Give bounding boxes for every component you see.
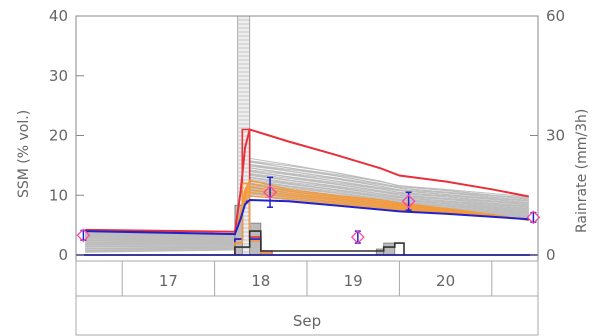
- y-tick-label: 20: [49, 127, 68, 145]
- y2-tick-label: 0: [546, 246, 556, 264]
- y2-tick-label: 30: [546, 127, 565, 145]
- y-axis-title: SSM (% vol.): [16, 110, 32, 198]
- obs-diamond: [401, 194, 416, 209]
- obs-diamond: [263, 185, 277, 200]
- ssm-series: [76, 128, 538, 256]
- obs-diamond: [526, 210, 541, 225]
- x-day-label: 17: [159, 272, 178, 290]
- y-tick-label: 10: [49, 186, 68, 204]
- red-ssm-line: [85, 128, 529, 233]
- ensemble-members: [85, 157, 529, 253]
- x-day-label: 20: [436, 272, 455, 290]
- x-day-label: 18: [251, 272, 270, 290]
- x-day-label: 19: [344, 272, 363, 290]
- axes: 0 10 20 30 40 0 30 60 17 18 19 20: [49, 7, 565, 336]
- plot-frame: [75, 15, 539, 262]
- axis-labels: SSM (% vol.) Rainrate (mm/3h) Sep: [16, 109, 590, 330]
- y-tick-label: 30: [49, 67, 68, 85]
- y-tick-label: 40: [49, 7, 68, 25]
- obs-diamond: [350, 230, 365, 245]
- x-month-label: Sep: [293, 312, 321, 330]
- rain-step-line: [234, 230, 405, 255]
- observations: [76, 176, 541, 245]
- obs-diamond: [76, 228, 91, 243]
- y2-axis-title: Rainrate (mm/3h): [574, 109, 590, 233]
- rain-bar: [383, 242, 396, 256]
- rain-step-line: [234, 182, 273, 255]
- blue-ssm-line: [85, 198, 529, 236]
- orange-band-line: [85, 179, 529, 235]
- y2-tick-label: 60: [546, 7, 565, 25]
- y-tick-label: 0: [58, 246, 68, 264]
